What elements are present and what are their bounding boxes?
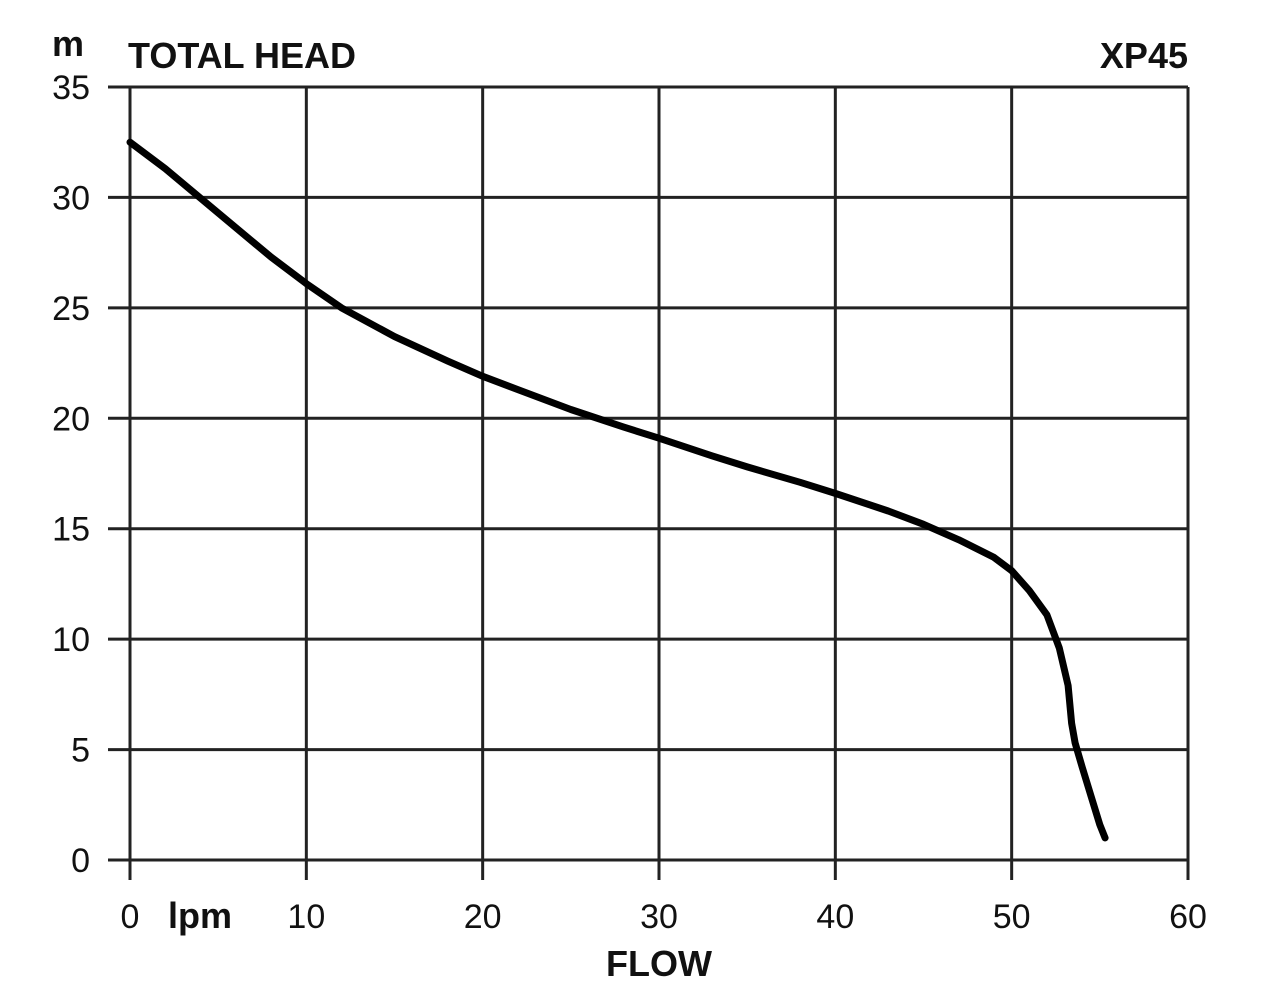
series-layer (126, 138, 1109, 842)
x-axis-title: FLOW (606, 943, 712, 984)
y-tick-label-15: 15 (52, 511, 90, 549)
x-tick-label-30: 30 (640, 898, 678, 936)
x-axis-ticks: 0 10 20 30 40 50 60 (121, 898, 1207, 936)
y-unit-label: m (52, 23, 84, 64)
y-tick-label-10: 10 (52, 621, 90, 659)
y-tick-label-5: 5 (71, 732, 90, 770)
x-tick-label-50: 50 (993, 898, 1031, 936)
y-tick-label-25: 25 (52, 290, 90, 328)
x-tick-label-60: 60 (1169, 898, 1207, 936)
x-tick-label-20: 20 (464, 898, 502, 936)
x-tick-label-40: 40 (816, 898, 854, 936)
y-tick-label-0: 0 (71, 842, 90, 880)
y-axis-ticks: 0 5 10 15 20 25 30 35 (52, 69, 90, 880)
y-tick-label-20: 20 (52, 400, 90, 438)
x-tick-label-10: 10 (287, 898, 325, 936)
y-tick-label-35: 35 (52, 69, 90, 107)
model-label: XP45 (1100, 35, 1188, 76)
y-tick-label-30: 30 (52, 179, 90, 217)
x-tick-label-0: 0 (121, 898, 140, 936)
head-flow-curve-0 (126, 138, 1109, 842)
x-unit-label: lpm (168, 895, 232, 936)
grid (108, 85, 1190, 880)
chart-title: TOTAL HEAD (128, 35, 356, 76)
